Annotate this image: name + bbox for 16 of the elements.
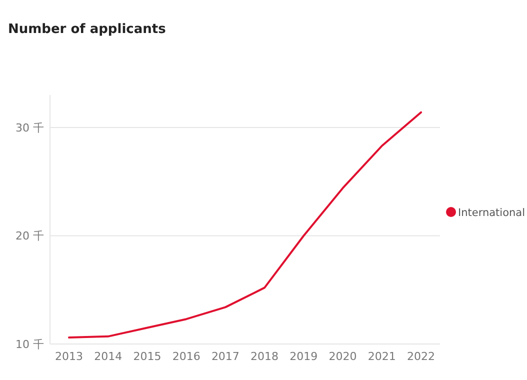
x-tick-label: 2019 xyxy=(290,350,318,363)
line-series xyxy=(68,111,422,339)
x-tick-label: 2018 xyxy=(250,350,279,363)
x-tick-label: 2014 xyxy=(94,350,122,363)
x-tick-label: 2020 xyxy=(328,350,357,363)
x-tick-label: 2022 xyxy=(407,350,435,363)
legend-label: International xyxy=(458,207,526,219)
x-tick-label: 2021 xyxy=(368,350,396,363)
x-tick-label: 2017 xyxy=(211,350,240,363)
x-tick-label: 2015 xyxy=(133,350,162,363)
y-tick-label: 10 千 xyxy=(16,338,44,351)
chart-title: Number of applicants xyxy=(8,22,166,37)
x-tick-label: 2016 xyxy=(172,350,200,363)
y-tick-label: 20 千 xyxy=(16,230,44,243)
y-tick-label: 30 千 xyxy=(16,121,44,134)
x-tick-label: 2013 xyxy=(55,350,83,363)
